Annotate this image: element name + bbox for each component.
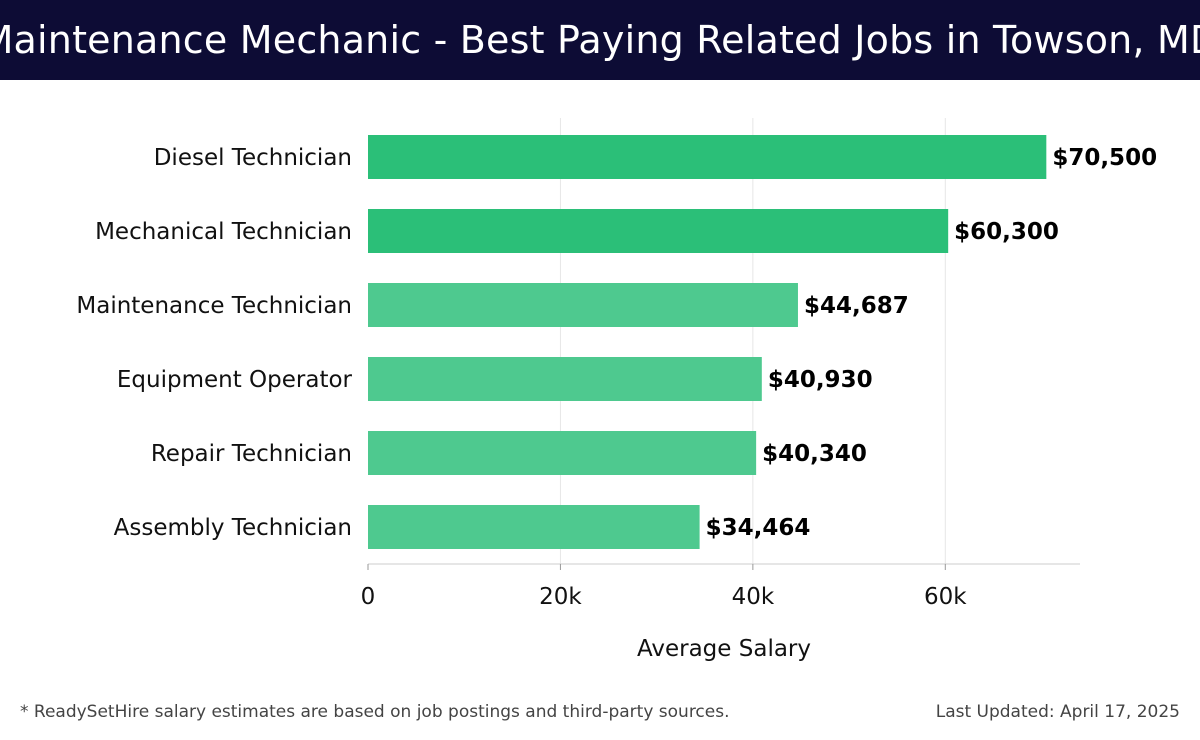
category-label: Diesel Technician	[154, 145, 352, 171]
bar	[368, 283, 798, 327]
x-tick-label: 40k	[732, 584, 775, 610]
bar	[368, 505, 700, 549]
labels: Diesel Technician $70,500 Mechanical Techn…	[76, 145, 1157, 541]
category-label: Mechanical Technician	[95, 219, 352, 245]
data-label: $44,687	[804, 293, 909, 319]
data-label: $40,340	[762, 441, 867, 467]
x-axis-title: Average Salary	[637, 636, 811, 662]
data-label: $40,930	[768, 367, 873, 393]
x-tick-label: 60k	[924, 584, 967, 610]
category-label: Repair Technician	[151, 441, 352, 467]
bar	[368, 209, 949, 253]
last-updated: Last Updated: April 17, 2025	[935, 702, 1180, 722]
data-label: $34,464	[706, 515, 811, 541]
category-label: Assembly Technician	[114, 515, 352, 541]
bar	[368, 357, 762, 401]
grid-lines	[559, 118, 946, 564]
data-label: $70,500	[1052, 145, 1157, 171]
category-label: Equipment Operator	[117, 367, 353, 393]
bars	[368, 135, 1047, 549]
footer-note: * ReadySetHire salary estimates are base…	[20, 702, 730, 722]
category-label: Maintenance Technician	[76, 293, 352, 319]
x-tick-label: 20k	[539, 584, 582, 610]
x-tick-label: 0	[361, 584, 376, 610]
header-banner: Maintenance Mechanic - Best Paying Relat…	[0, 0, 1200, 80]
salary-bar-chart: Diesel Technician $70,500 Mechanical Techn…	[76, 118, 1157, 662]
x-axis-ticks: 0 20k 40k 60k	[361, 564, 967, 610]
bar	[368, 431, 757, 475]
data-label: $60,300	[954, 219, 1059, 245]
bar	[368, 135, 1047, 179]
page-title: Maintenance Mechanic - Best Paying Relat…	[0, 18, 1200, 62]
